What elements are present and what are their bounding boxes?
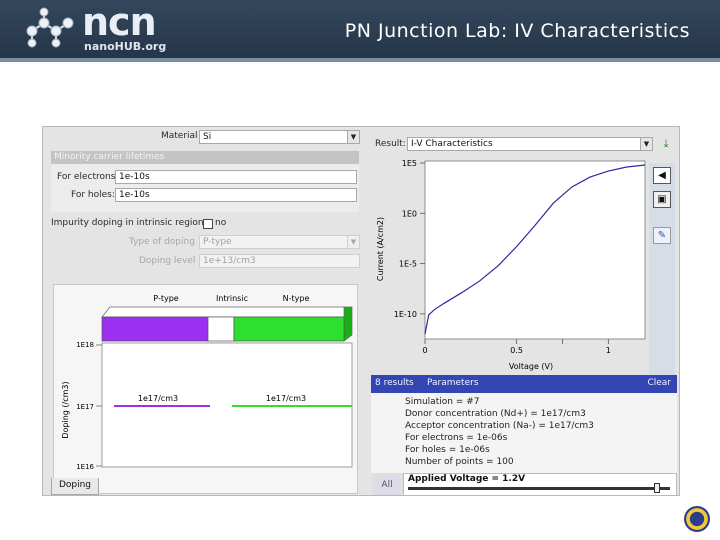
chevron-down-icon[interactable]: ▼ <box>347 131 359 143</box>
y-tick-label: 1E-10 <box>394 310 417 319</box>
slab-side-face <box>343 306 353 342</box>
doping-tick-1e16: 1E16 <box>76 463 94 471</box>
x-tick-label: 0.5 <box>510 346 523 355</box>
voltage-slider[interactable]: Applied Voltage = 1.2V <box>403 473 677 495</box>
iv-chart: 0 0.5 1 1E5 1E0 1E-5 1E-10 Voltage (V) Current… <box>376 159 646 371</box>
minority-lifetimes-group: Minority carrier lifetimes <box>51 151 359 164</box>
ncn-logo: ncn nanoHUB.org <box>22 0 166 56</box>
chevron-down-icon[interactable]: ▼ <box>640 138 652 150</box>
result-label: Result: <box>375 139 406 149</box>
plot-toolbar: ◀ ▣ ✎ <box>649 163 675 395</box>
y-tick-label: 1E0 <box>402 209 417 218</box>
doping-profile-panel: P-type Intrinsic N-type Doping (/cm3) 1E… <box>53 284 358 494</box>
list-item: For holes = 1e-06s <box>405 445 490 455</box>
clear-button[interactable]: Clear <box>647 378 671 388</box>
slide-header: ncn nanoHUB.org PN Junction Lab: IV Char… <box>0 0 720 62</box>
list-item: Simulation = #7 <box>405 397 480 407</box>
input-panel: Material Si ▼ Minority carrier lifetimes… <box>43 127 363 495</box>
electrons-label: For electrons: <box>57 172 119 182</box>
list-item: For electrons = 1e-06s <box>405 433 508 443</box>
slider-track[interactable] <box>408 487 670 490</box>
p-doping-level-label: 1e17/cm3 <box>138 394 178 403</box>
type-of-doping-select[interactable]: P-type ▼ <box>199 235 360 249</box>
holes-lifetime-input[interactable]: 1e-10s <box>115 188 357 202</box>
electrons-lifetime-input[interactable]: 1e-10s <box>115 170 357 184</box>
iv-plot-area <box>424 160 646 340</box>
logo-subtext: nanoHUB.org <box>84 40 167 53</box>
molecule-icon <box>26 7 74 48</box>
results-count: 8 results <box>375 378 414 388</box>
intrinsic-checkbox-label: no <box>215 218 227 228</box>
n-type-label: N-type <box>283 294 310 303</box>
page-title: PN Junction Lab: IV Characteristics <box>344 20 690 42</box>
doping-axis-label: Doping (/cm3) <box>61 381 70 438</box>
split-view-icon[interactable]: ▣ <box>653 191 671 208</box>
doping-tick-1e18: 1E18 <box>76 341 94 349</box>
y-tick-label: 1E-5 <box>399 260 417 269</box>
slider-label: Applied Voltage = 1.2V <box>408 474 526 484</box>
chevron-down-icon[interactable]: ▼ <box>347 236 359 248</box>
output-panel: Result: I-V Characteristics ▼ ⤓ 0 0.5 1 1E5… <box>371 127 679 495</box>
list-item: Donor concentration (Nd+) = 1e17/cm3 <box>405 409 586 419</box>
doping-level-label: Doping level <box>139 256 196 266</box>
doping-tick-1e17: 1E17 <box>76 403 94 411</box>
parameters-list: Simulation = #7 Donor concentration (Nd+… <box>371 393 677 473</box>
type-of-doping-value: P-type <box>203 237 232 247</box>
slab-top-face <box>101 306 353 318</box>
x-tick-label: 1 <box>606 346 611 355</box>
result-select[interactable]: I-V Characteristics ▼ <box>407 137 653 151</box>
p-type-region <box>101 316 209 342</box>
x-tick-label: 0 <box>422 346 427 355</box>
intrinsic-region <box>207 316 235 342</box>
p-type-label: P-type <box>153 294 178 303</box>
type-of-doping-label: Type of doping <box>129 237 195 247</box>
list-item: Acceptor concentration (Na-) = 1e17/cm3 <box>405 421 594 431</box>
x-axis-label: Voltage (V) <box>509 362 553 371</box>
voltage-slider-area: All Applied Voltage = 1.2V <box>371 473 677 495</box>
doping-level-input[interactable]: 1e+13/cm3 <box>199 254 360 268</box>
y-tick-label: 1E5 <box>402 159 417 168</box>
slider-all-button[interactable]: All <box>375 475 399 495</box>
intrinsic-doping-checkbox[interactable] <box>203 219 213 229</box>
material-select[interactable]: Si ▼ <box>199 130 360 144</box>
intrinsic-label: Intrinsic <box>216 294 248 303</box>
slider-thumb[interactable] <box>653 483 660 493</box>
play-icon[interactable]: ◀ <box>653 167 671 184</box>
wrench-icon[interactable]: ✎ <box>653 227 671 244</box>
n-type-region <box>233 316 345 342</box>
nsf-seal-logo <box>684 506 710 532</box>
parameters-label: Parameters <box>427 378 479 388</box>
logo-wordmark: ncn <box>82 0 157 44</box>
result-value: I-V Characteristics <box>411 139 493 149</box>
intrinsic-doping-label: Impurity doping in intrinsic region: <box>51 218 207 228</box>
n-doping-level-label: 1e17/cm3 <box>266 394 306 403</box>
y-axis-label: Current (A/cm2) <box>376 217 385 281</box>
holes-label: For holes: <box>71 190 115 200</box>
tab-doping[interactable]: Doping <box>51 478 99 495</box>
header-divider <box>0 58 720 62</box>
results-header: 8 results Parameters Clear <box>371 375 677 393</box>
download-icon[interactable]: ⤓ <box>663 137 669 150</box>
list-item: Number of points = 100 <box>405 457 514 467</box>
app-window: Material Si ▼ Minority carrier lifetimes… <box>42 126 680 496</box>
material-label: Material <box>161 131 198 141</box>
doping-profile-diagram: P-type Intrinsic N-type Doping (/cm3) 1E… <box>61 294 353 471</box>
material-value: Si <box>203 132 212 142</box>
iv-curve-line <box>424 164 646 335</box>
